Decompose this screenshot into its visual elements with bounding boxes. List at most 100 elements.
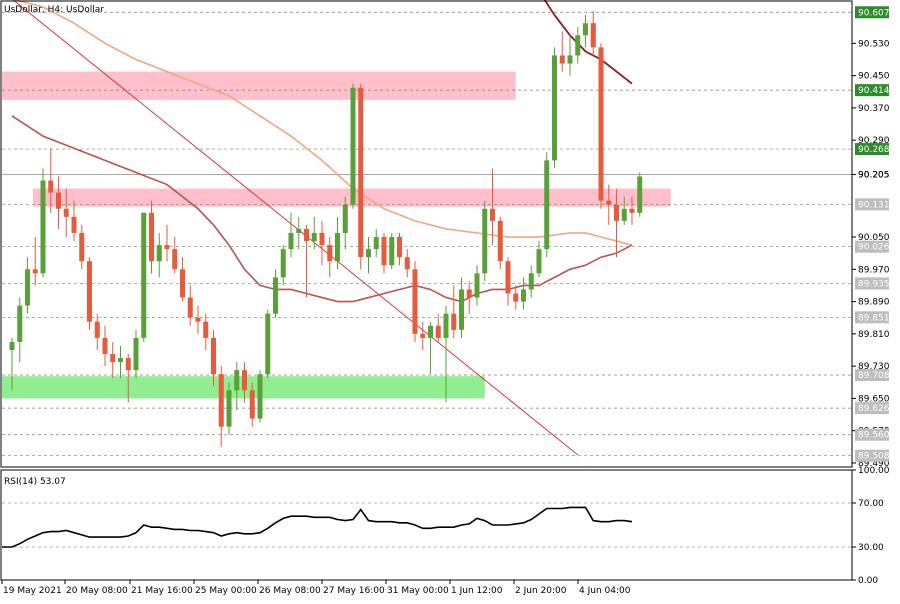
- bullish-candle: [118, 345, 123, 379]
- price-level-tag: 90.131: [855, 198, 890, 211]
- candle-body: [110, 354, 116, 363]
- price-tag-background: [855, 402, 889, 415]
- candle-body: [311, 232, 317, 242]
- bearish-candle: [249, 382, 255, 427]
- candle-body: [133, 337, 139, 371]
- candle-body: [559, 55, 565, 64]
- bearish-candle: [490, 168, 495, 246]
- bearish-candle: [412, 261, 418, 342]
- price-tag-background: [855, 277, 889, 290]
- price-tag-label: 90.026: [858, 243, 890, 253]
- candle-body: [373, 237, 379, 250]
- y-tick-label: 89.810: [858, 330, 890, 340]
- bearish-candle: [404, 249, 410, 278]
- time-axis: 19 May 2021 20 May 08:00 21 May 16:00 25 Ma…: [1, 580, 631, 596]
- price-tag-label: 90.205: [858, 170, 890, 180]
- price-level-tag: 89.626: [855, 402, 890, 415]
- candle-body: [195, 317, 201, 322]
- candle-body: [583, 23, 588, 36]
- candle-body: [296, 228, 302, 233]
- candle-body: [327, 245, 333, 262]
- bearish-candle: [505, 257, 511, 306]
- candle-body: [234, 370, 240, 391]
- price-tag-label: 89.935: [858, 279, 890, 289]
- bearish-candle: [513, 285, 519, 310]
- bullish-candle: [373, 228, 379, 258]
- candle-body: [459, 289, 464, 330]
- rsi-panel: 100.00 70.00 30.00 0.00: [2, 466, 890, 586]
- bullish-candle: [521, 277, 526, 310]
- candle-body: [180, 269, 185, 298]
- bullish-candle: [459, 277, 464, 338]
- bullish-candle: [9, 337, 15, 391]
- candle-body: [218, 374, 224, 427]
- x-tick-label: 21 May 16:00: [131, 586, 193, 596]
- y-tick-label: 89.970: [858, 265, 890, 275]
- bearish-candle: [71, 200, 77, 242]
- candle-body: [528, 273, 534, 290]
- candle-body: [505, 261, 511, 294]
- candle-body: [249, 390, 255, 419]
- bullish-candle: [544, 152, 550, 258]
- price-tag-label: 89.626: [858, 404, 890, 414]
- candle-body: [490, 208, 495, 221]
- bullish-candle: [443, 305, 449, 403]
- candle-body: [606, 200, 612, 205]
- bearish-candle: [598, 43, 604, 209]
- candle-body: [497, 220, 503, 262]
- candle-body: [513, 293, 519, 302]
- candle-body: [451, 313, 457, 330]
- candle-body: [265, 313, 271, 375]
- chart-frame: [0, 0, 853, 581]
- candle-body: [288, 232, 294, 250]
- candle-body: [118, 358, 123, 363]
- price-tag-label: 89.508: [858, 452, 890, 462]
- bullish-candle: [141, 212, 147, 342]
- candle-body: [87, 261, 92, 322]
- bullish-candle: [296, 216, 302, 250]
- bullish-candle: [575, 27, 581, 64]
- candle-body: [211, 337, 216, 375]
- y-tick-label: 89.890: [858, 298, 890, 308]
- bullish-candle: [311, 216, 317, 250]
- price-tag-background: [855, 84, 889, 97]
- candle-body: [17, 305, 23, 342]
- bearish-candle: [164, 224, 170, 262]
- price-tag-background: [855, 449, 889, 462]
- candle-body: [428, 325, 433, 338]
- candle-body: [242, 370, 247, 391]
- rsi-panel-border: [0, 469, 853, 581]
- bullish-candle: [389, 232, 395, 270]
- bullish-candle: [280, 245, 286, 286]
- bullish-candle: [342, 196, 348, 250]
- y-tick-label: 90.205: [858, 170, 890, 180]
- bullish-candle: [288, 212, 294, 258]
- price-level-tag: 90.607: [855, 6, 890, 19]
- price-tag-label: 90.268: [858, 145, 890, 155]
- x-tick-label: 27 May 16:00: [323, 586, 385, 596]
- candle-body: [94, 321, 100, 338]
- candle-body: [389, 237, 395, 266]
- bearish-candle: [242, 362, 247, 403]
- candle-body: [304, 228, 309, 242]
- bearish-candle: [559, 31, 565, 72]
- price-level-tag: 89.708: [855, 369, 890, 382]
- bullish-candle: [265, 309, 271, 379]
- rsi-tick-label: 70.00: [858, 499, 884, 509]
- price-tag-label: 90.414: [858, 86, 890, 96]
- candle-body: [420, 333, 426, 338]
- bearish-candle: [79, 224, 85, 270]
- bearish-candle: [606, 184, 612, 225]
- bullish-candle: [350, 83, 356, 209]
- bearish-candle: [497, 216, 503, 270]
- candle-body: [544, 160, 550, 250]
- bullish-candle: [226, 382, 232, 435]
- price-tag-background: [855, 311, 889, 324]
- bearish-candle: [172, 237, 178, 274]
- bearish-candle: [195, 305, 201, 334]
- candle-body: [412, 269, 418, 334]
- price-tag-background: [855, 6, 889, 19]
- bullish-candle: [567, 35, 573, 76]
- candle-body: [257, 374, 263, 419]
